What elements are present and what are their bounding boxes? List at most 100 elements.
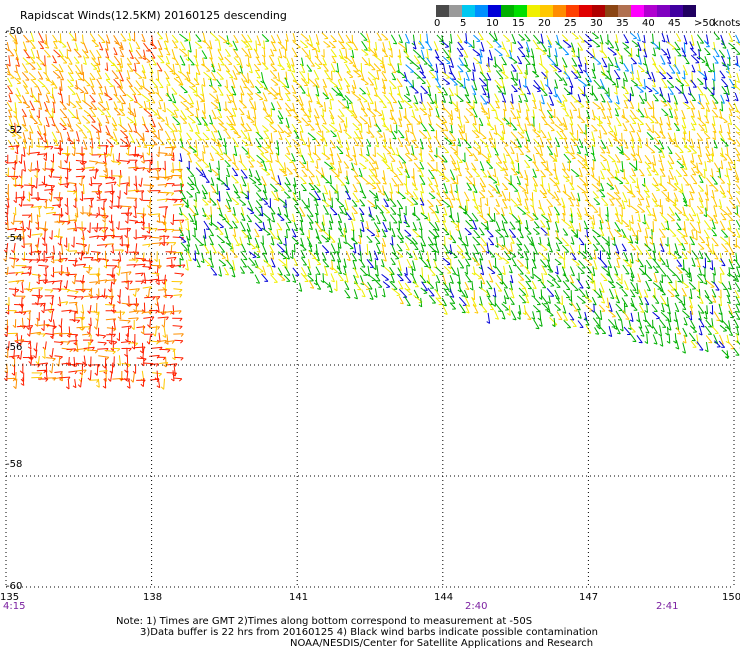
wind-barb bbox=[516, 116, 521, 127]
wind-barb-flag bbox=[623, 129, 628, 132]
wind-barb bbox=[382, 176, 387, 185]
wind-barb-flag bbox=[232, 93, 237, 96]
wind-barb-flag bbox=[8, 115, 12, 118]
wind-barb bbox=[504, 47, 510, 57]
wind-barb-flag bbox=[626, 204, 631, 208]
wind-barb-flag bbox=[105, 154, 109, 158]
wind-barb-flag bbox=[638, 145, 642, 149]
wind-barb bbox=[510, 198, 519, 207]
wind-barb bbox=[96, 222, 99, 233]
wind-barb-flag bbox=[243, 86, 248, 89]
wind-barb bbox=[278, 62, 285, 70]
wind-barb-flag bbox=[52, 61, 57, 64]
wind-barb bbox=[292, 79, 302, 87]
wind-barb-flag bbox=[195, 108, 200, 111]
wind-barb bbox=[699, 147, 702, 157]
wind-barb bbox=[239, 57, 243, 69]
wind-barb bbox=[606, 182, 615, 190]
wind-barb bbox=[178, 77, 184, 86]
wind-barb-flag bbox=[700, 206, 704, 209]
wind-barb bbox=[157, 39, 163, 50]
wind-barb bbox=[129, 219, 138, 222]
wind-barb bbox=[247, 207, 255, 214]
wind-barb bbox=[615, 117, 622, 127]
wind-barb-flag bbox=[211, 70, 216, 73]
wind-barb bbox=[346, 107, 355, 116]
wind-barb bbox=[53, 49, 62, 57]
wind-barb-flag bbox=[726, 70, 730, 74]
wind-barb-flag bbox=[275, 198, 280, 202]
wind-barb bbox=[562, 168, 570, 178]
wind-barb bbox=[456, 85, 458, 96]
wind-barb bbox=[651, 198, 659, 207]
wind-barb-flag bbox=[666, 100, 671, 103]
wind-barb bbox=[133, 116, 137, 126]
wind-barb-flag bbox=[265, 147, 270, 149]
wind-barb bbox=[518, 86, 525, 96]
wind-barb bbox=[615, 85, 618, 95]
wind-barb-flag bbox=[647, 214, 652, 216]
wind-barb bbox=[526, 175, 529, 187]
wind-barb bbox=[45, 77, 55, 85]
wind-barb bbox=[225, 130, 232, 139]
wind-barb-flag bbox=[568, 91, 573, 95]
wind-barb-flag bbox=[728, 168, 732, 171]
wind-barb-flag bbox=[166, 177, 171, 181]
wind-barb bbox=[706, 200, 708, 211]
wind-barb bbox=[562, 100, 567, 111]
wind-barb bbox=[524, 93, 529, 102]
wind-barb bbox=[73, 48, 82, 58]
wind-barb-flag bbox=[104, 173, 108, 177]
wind-barb bbox=[638, 192, 645, 200]
wind-barb bbox=[516, 138, 522, 148]
wind-barb bbox=[465, 146, 473, 156]
wind-barb bbox=[728, 137, 737, 144]
wind-barb-flag bbox=[130, 57, 134, 60]
wind-barb bbox=[494, 109, 499, 120]
wind-barb bbox=[433, 41, 439, 51]
wind-barb bbox=[90, 102, 98, 110]
wind-barb-flag bbox=[284, 39, 289, 42]
wind-barb-flag bbox=[457, 174, 462, 177]
wind-barb-flag bbox=[569, 220, 573, 224]
wind-barb bbox=[727, 174, 731, 186]
wind-barb-flag bbox=[426, 218, 431, 222]
wind-barb-flag bbox=[235, 203, 239, 206]
wind-barb-flag bbox=[427, 137, 432, 140]
wind-barb bbox=[352, 109, 358, 118]
wind-barb-flag bbox=[174, 200, 178, 204]
wind-barb-flag bbox=[178, 226, 183, 230]
wind-barb-flag bbox=[353, 162, 358, 166]
wind-barb-flag bbox=[734, 99, 739, 102]
wind-barb-flag bbox=[21, 154, 26, 158]
wind-barb bbox=[683, 212, 690, 221]
wind-barb-flag bbox=[686, 139, 691, 143]
wind-barb bbox=[210, 177, 215, 186]
wind-barb bbox=[420, 192, 424, 202]
wind-barb bbox=[661, 32, 666, 43]
wind-barb-flag bbox=[718, 116, 723, 119]
wind-barb-flag bbox=[35, 99, 40, 103]
wind-barb-flag bbox=[637, 130, 642, 133]
wind-barb-flag bbox=[130, 141, 135, 143]
wind-barb bbox=[517, 191, 522, 203]
wind-barb bbox=[578, 35, 585, 43]
wind-barb bbox=[601, 85, 609, 94]
wind-barb-flag bbox=[25, 92, 29, 95]
wind-barb-flag bbox=[504, 145, 509, 147]
wind-barb bbox=[163, 102, 166, 113]
wind-barb-flag bbox=[285, 85, 290, 89]
wind-barb bbox=[352, 64, 359, 72]
wind-barb bbox=[405, 183, 409, 195]
wind-barb-flag bbox=[556, 190, 561, 193]
wind-barb bbox=[96, 62, 101, 72]
wind-barb bbox=[316, 160, 319, 169]
wind-barb bbox=[299, 212, 304, 222]
wind-barb bbox=[381, 72, 388, 81]
wind-barb-flag bbox=[66, 103, 70, 107]
wind-barb bbox=[547, 39, 552, 48]
wind-barb-flag bbox=[133, 168, 137, 172]
wind-barb-flag bbox=[45, 46, 49, 49]
wind-barb-flag bbox=[431, 197, 436, 199]
wind-barb-flag bbox=[651, 85, 656, 88]
